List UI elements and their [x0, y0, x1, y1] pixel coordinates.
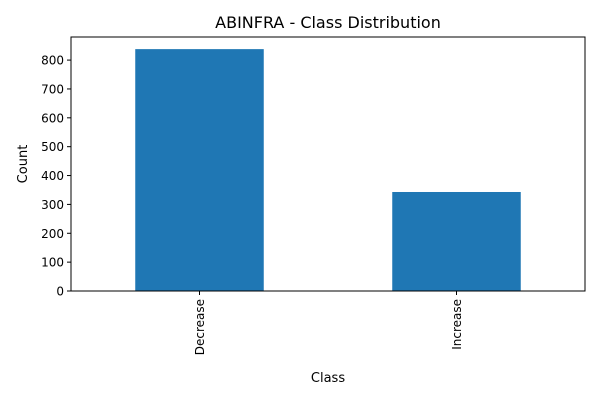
y-tick-label: 300 [41, 198, 64, 212]
x-axis-label: Class [311, 371, 345, 386]
y-tick-label: 500 [41, 140, 64, 154]
y-axis: 0 100 200 300 400 500 600 700 800 [41, 54, 71, 299]
y-axis-label: Count [16, 145, 31, 184]
y-tick-label: 700 [41, 82, 64, 96]
y-tick-label: 0 [56, 285, 64, 299]
y-tick-label: 100 [41, 256, 64, 270]
x-tick-label-decrease: Decrease [193, 299, 207, 355]
bar-increase [392, 191, 521, 291]
y-tick-label: 800 [41, 54, 64, 68]
y-tick-label: 200 [41, 227, 64, 241]
chart-title: ABINFRA - Class Distribution [215, 13, 441, 32]
bar-decrease [135, 49, 264, 291]
x-axis: Decrease Increase [193, 291, 464, 355]
y-tick-label: 600 [41, 111, 64, 125]
bars-group [135, 49, 521, 291]
y-tick-label: 400 [41, 169, 64, 183]
plot-frame [70, 36, 586, 292]
x-tick-label-increase: Increase [450, 299, 464, 350]
